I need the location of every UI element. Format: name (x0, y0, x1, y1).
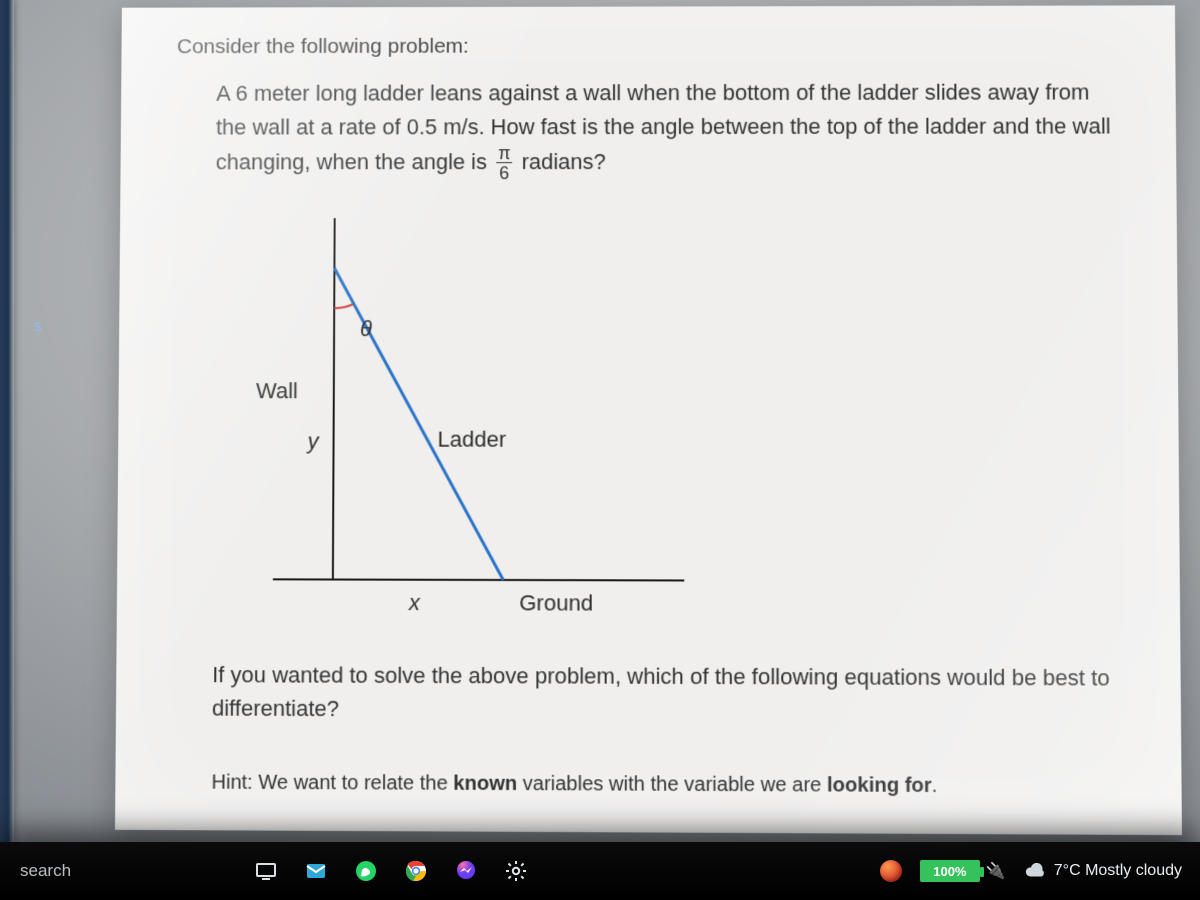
task-view-icon[interactable] (251, 856, 281, 886)
problem-suffix: radians? (522, 149, 606, 174)
window-left-edge: s (0, 0, 14, 900)
hint-mid: variables with the variable we are (517, 773, 827, 797)
problem-statement: A 6 meter long ladder leans against a wa… (176, 75, 1120, 182)
label-theta: θ (360, 316, 372, 341)
fraction-numerator: π (496, 144, 512, 163)
label-ground: Ground (519, 590, 593, 616)
battery-icon: 100% (920, 860, 980, 882)
hint-bold-lookingfor: looking for (827, 774, 932, 797)
taskbar: search 100% 🔌 7°C Mostly (0, 842, 1200, 900)
hint-prefix: Hint: We want to relate the (211, 772, 453, 795)
tray-app-icon[interactable] (880, 860, 902, 882)
angle-arc (334, 304, 353, 308)
mail-icon[interactable] (301, 856, 331, 886)
settings-gear-icon[interactable] (501, 856, 531, 886)
ladder-diagram: Wall y θ Ladder x Ground (213, 208, 735, 631)
taskbar-app-icons (251, 856, 531, 886)
messenger-icon[interactable] (451, 856, 481, 886)
system-tray: 100% 🔌 7°C Mostly cloudy (880, 860, 1188, 882)
whatsapp-icon[interactable] (351, 856, 381, 886)
battery-text: 100% (922, 862, 978, 880)
label-x: x (408, 590, 421, 615)
label-wall: Wall (256, 378, 298, 403)
hint-suffix: . (932, 775, 938, 798)
lead-text: Consider the following problem: (177, 33, 1119, 59)
weather-widget[interactable]: 7°C Mostly cloudy (1024, 860, 1182, 882)
charging-icon: 🔌 (986, 861, 1006, 881)
battery-indicator[interactable]: 100% 🔌 (920, 860, 1006, 882)
x-axis-line (273, 580, 684, 581)
hint-bold-known: known (453, 773, 517, 796)
taskbar-search-label[interactable]: search (20, 861, 71, 881)
ladder-line (333, 268, 504, 580)
left-sliver-char: s (0, 318, 42, 336)
label-y: y (306, 428, 321, 453)
hint-text: Hint: We want to relate the known variab… (171, 771, 1124, 799)
weather-text: 7°C Mostly cloudy (1054, 862, 1182, 880)
chrome-icon[interactable] (401, 856, 431, 886)
fraction-pi-over-6: π 6 (493, 144, 515, 182)
fraction-denominator: 6 (496, 163, 512, 182)
label-ladder: Ladder (437, 427, 506, 452)
cloud-icon (1024, 860, 1046, 882)
problem-card: Consider the following problem: A 6 mete… (115, 5, 1182, 835)
followup-question: If you wanted to solve the above problem… (172, 658, 1124, 729)
y-axis-line (333, 218, 335, 579)
diagram-svg: Wall y θ Ladder x Ground (213, 208, 735, 631)
problem-prefix: A 6 meter long ladder leans against a wa… (216, 79, 1111, 174)
